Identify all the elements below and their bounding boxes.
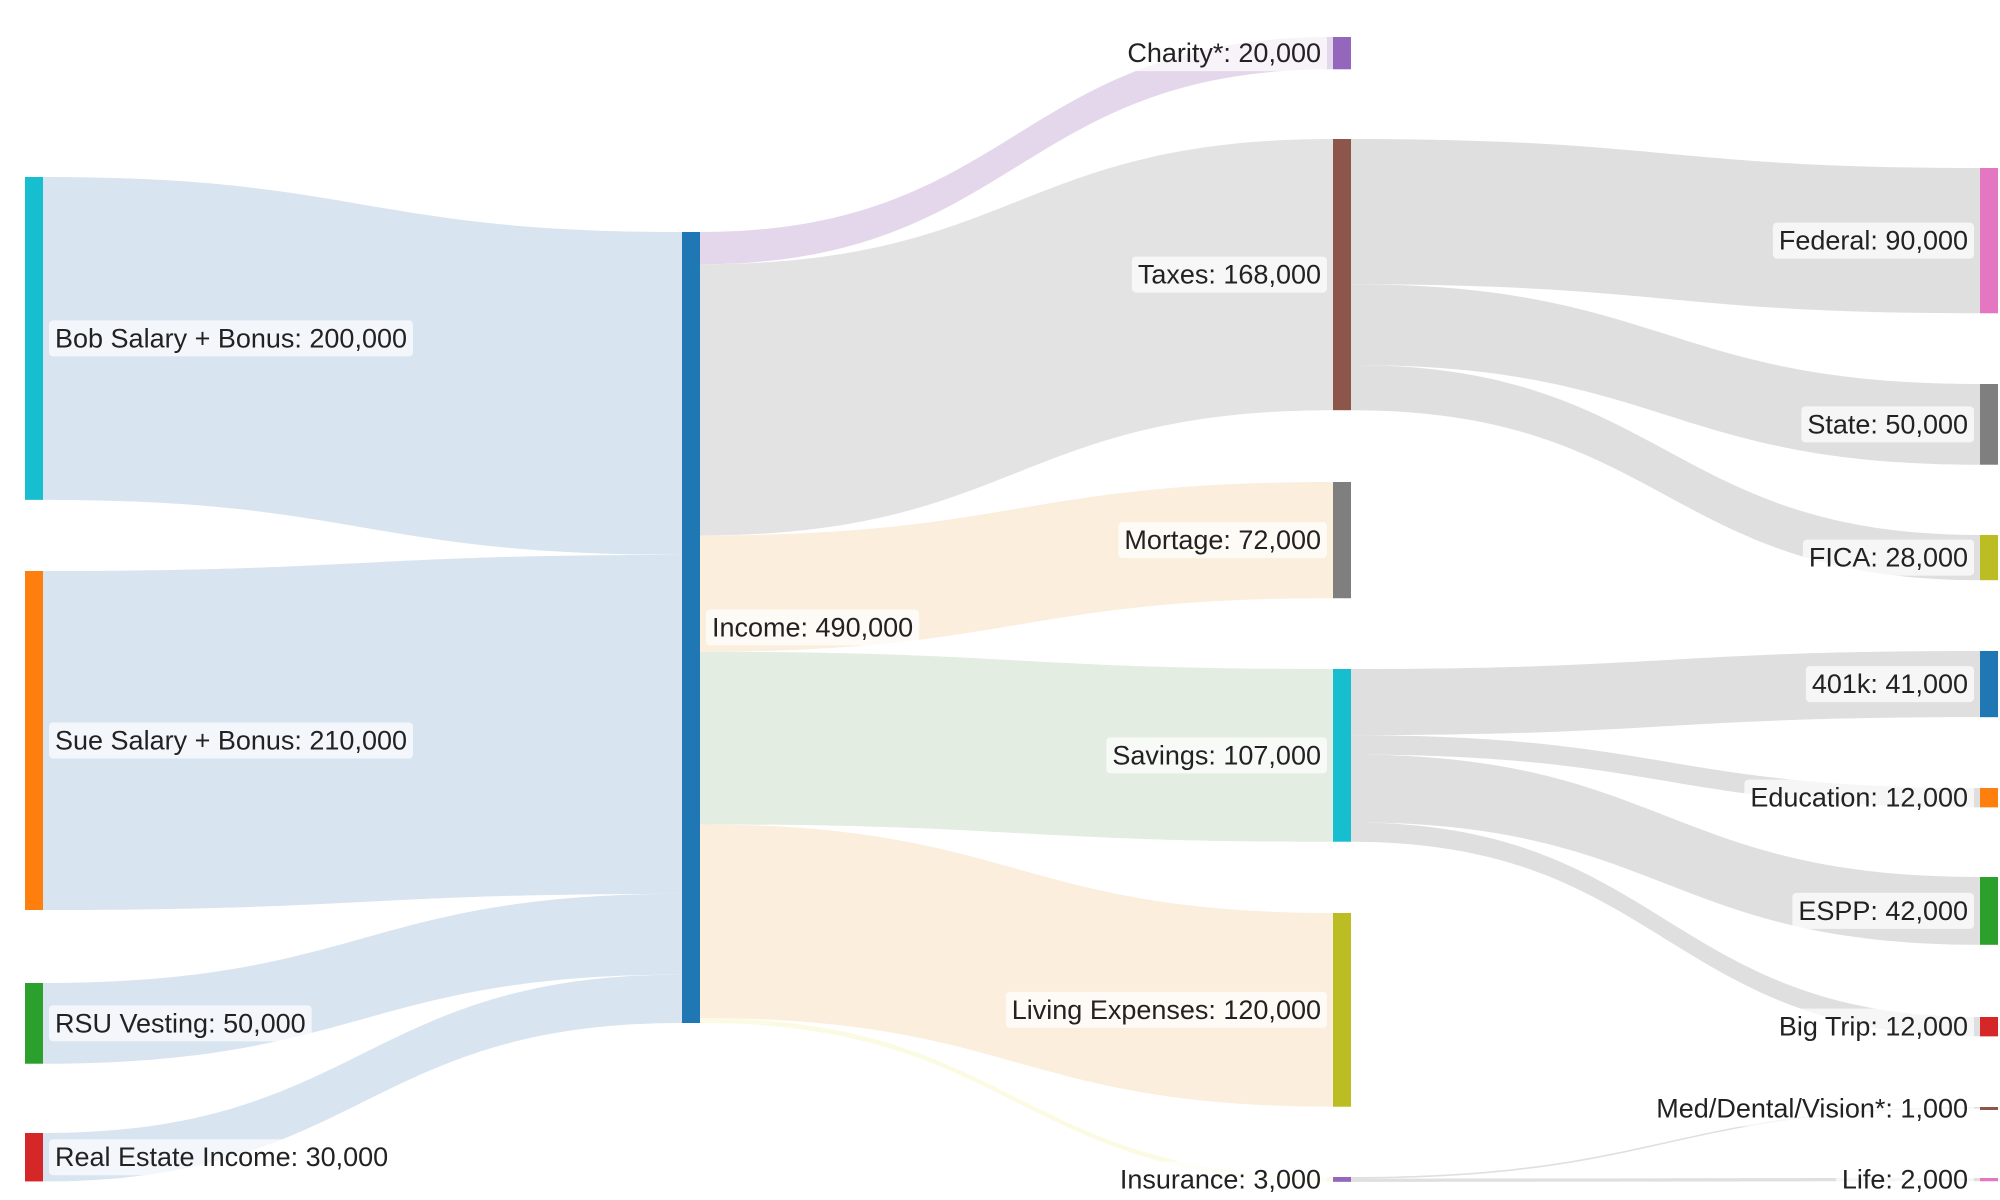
node-label-taxes: Taxes: 168,000 bbox=[1131, 256, 1327, 293]
node-label-text-living: Living Expenses: 120,000 bbox=[1012, 995, 1321, 1025]
link-bob-to-income[interactable] bbox=[43, 177, 682, 555]
labels-layer: Bob Salary + Bonus: 200,000 Sue Salary + … bbox=[49, 35, 1974, 1198]
node-label-bg-rei bbox=[49, 1139, 395, 1176]
node-espp[interactable] bbox=[1980, 877, 1998, 945]
node-mortgage[interactable] bbox=[1333, 482, 1351, 599]
node-label-text-income: Income: 490,000 bbox=[712, 613, 913, 643]
node-label-charity: Charity*: 20,000 bbox=[1121, 35, 1327, 72]
node-med[interactable] bbox=[1980, 1107, 1998, 1110]
node-label-bob: Bob Salary + Bonus: 200,000 bbox=[49, 320, 414, 357]
node-label-text-education: Education: 12,000 bbox=[1750, 783, 1968, 813]
node-education[interactable] bbox=[1980, 788, 1998, 808]
node-taxes[interactable] bbox=[1333, 139, 1351, 411]
node-label-insurance: Insurance: 3,000 bbox=[1113, 1161, 1327, 1198]
link-income-to-savings[interactable] bbox=[700, 651, 1333, 842]
node-label-text-fica: FICA: 28,000 bbox=[1809, 543, 1968, 573]
link-taxes-to-fica[interactable] bbox=[1351, 365, 1980, 581]
node-federal[interactable] bbox=[1980, 168, 1998, 314]
node-label-text-espp: ESPP: 42,000 bbox=[1798, 896, 1968, 926]
link-taxes-to-federal[interactable] bbox=[1351, 139, 1980, 314]
node-label-bg-med bbox=[1650, 1090, 1974, 1127]
node-label-rei: Real Estate Income: 30,000 bbox=[49, 1139, 395, 1176]
node-label-text-med: Med/Dental/Vision*: 1,000 bbox=[1656, 1094, 1968, 1124]
link-rei-to-income[interactable] bbox=[43, 974, 682, 1182]
node-label-text-federal: Federal: 90,000 bbox=[1779, 226, 1968, 256]
node-label-mortgage: Mortage: 72,000 bbox=[1118, 522, 1327, 559]
node-label-bg-taxes bbox=[1131, 256, 1327, 293]
node-label-text-savings: Savings: 107,000 bbox=[1112, 740, 1321, 770]
node-life[interactable] bbox=[1980, 1178, 1998, 1182]
link-insurance-to-med[interactable] bbox=[1351, 1107, 1980, 1179]
node-label-text-bigtrip: Big Trip: 12,000 bbox=[1779, 1012, 1968, 1042]
node-label-text-charity: Charity*: 20,000 bbox=[1127, 38, 1321, 68]
node-k401[interactable] bbox=[1980, 651, 1998, 718]
node-rei[interactable] bbox=[25, 1133, 43, 1182]
node-state[interactable] bbox=[1980, 384, 1998, 465]
node-bigtrip[interactable] bbox=[1980, 1017, 1998, 1037]
node-label-bg-k401 bbox=[1805, 666, 1974, 703]
node-rsu[interactable] bbox=[25, 983, 43, 1064]
node-label-bg-bigtrip bbox=[1772, 1008, 1974, 1045]
node-living[interactable] bbox=[1333, 913, 1351, 1107]
node-insurance[interactable] bbox=[1333, 1177, 1351, 1182]
node-label-bg-mortgage bbox=[1118, 522, 1327, 559]
link-income-to-living[interactable] bbox=[700, 824, 1333, 1107]
node-label-med: Med/Dental/Vision*: 1,000 bbox=[1650, 1090, 1974, 1127]
node-label-text-mortgage: Mortage: 72,000 bbox=[1124, 525, 1321, 555]
node-label-bg-fica bbox=[1802, 539, 1974, 576]
node-label-education: Education: 12,000 bbox=[1744, 779, 1974, 816]
node-label-rsu: RSU Vesting: 50,000 bbox=[49, 1005, 312, 1042]
node-label-bg-savings bbox=[1106, 737, 1327, 774]
node-label-bg-espp bbox=[1792, 892, 1974, 929]
node-label-bg-sue bbox=[49, 722, 414, 759]
node-label-bg-life bbox=[1835, 1161, 1974, 1198]
node-sue[interactable] bbox=[25, 571, 43, 910]
node-label-income: Income: 490,000 bbox=[706, 609, 920, 646]
node-label-bg-income bbox=[706, 609, 920, 646]
node-income[interactable] bbox=[682, 232, 700, 1023]
link-income-to-charity[interactable] bbox=[700, 37, 1333, 265]
node-label-bg-charity bbox=[1121, 35, 1327, 72]
node-label-text-k401: 401k: 41,000 bbox=[1812, 669, 1968, 699]
node-label-bg-insurance bbox=[1113, 1161, 1327, 1198]
node-label-text-insurance: Insurance: 3,000 bbox=[1120, 1164, 1321, 1194]
node-label-living: Living Expenses: 120,000 bbox=[1005, 991, 1327, 1028]
nodes-layer bbox=[25, 37, 1998, 1182]
node-label-text-sue: Sue Salary + Bonus: 210,000 bbox=[55, 726, 407, 756]
node-label-text-state: State: 50,000 bbox=[1807, 409, 1968, 439]
node-label-text-life: Life: 2,000 bbox=[1842, 1165, 1968, 1195]
node-label-k401: 401k: 41,000 bbox=[1805, 666, 1974, 703]
node-fica[interactable] bbox=[1980, 535, 1998, 581]
node-label-bg-education bbox=[1744, 779, 1974, 816]
node-label-bg-state bbox=[1801, 406, 1974, 443]
node-label-fica: FICA: 28,000 bbox=[1802, 539, 1974, 576]
node-label-savings: Savings: 107,000 bbox=[1106, 737, 1327, 774]
node-label-bg-living bbox=[1005, 991, 1327, 1028]
node-charity[interactable] bbox=[1333, 37, 1351, 70]
link-savings-to-bigtrip[interactable] bbox=[1351, 822, 1980, 1037]
node-label-espp: ESPP: 42,000 bbox=[1792, 892, 1974, 929]
node-label-bg-bob bbox=[49, 320, 414, 357]
link-income-to-insurance[interactable] bbox=[700, 1018, 1333, 1182]
node-label-bigtrip: Big Trip: 12,000 bbox=[1772, 1008, 1974, 1045]
link-insurance-to-life[interactable] bbox=[1351, 1178, 1980, 1182]
links-layer bbox=[43, 37, 1980, 1182]
node-label-text-rei: Real Estate Income: 30,000 bbox=[55, 1142, 388, 1172]
node-bob[interactable] bbox=[25, 177, 43, 500]
link-income-to-taxes[interactable] bbox=[700, 139, 1333, 536]
node-label-life: Life: 2,000 bbox=[1835, 1161, 1974, 1198]
node-savings[interactable] bbox=[1333, 669, 1351, 842]
node-label-sue: Sue Salary + Bonus: 210,000 bbox=[49, 722, 414, 759]
node-label-state: State: 50,000 bbox=[1801, 406, 1974, 443]
node-label-bg-rsu bbox=[49, 1005, 312, 1042]
node-label-federal: Federal: 90,000 bbox=[1772, 222, 1974, 259]
node-label-text-taxes: Taxes: 168,000 bbox=[1138, 260, 1321, 290]
node-label-bg-federal bbox=[1772, 222, 1974, 259]
node-label-text-bob: Bob Salary + Bonus: 200,000 bbox=[55, 323, 407, 353]
node-label-text-rsu: RSU Vesting: 50,000 bbox=[55, 1008, 306, 1038]
